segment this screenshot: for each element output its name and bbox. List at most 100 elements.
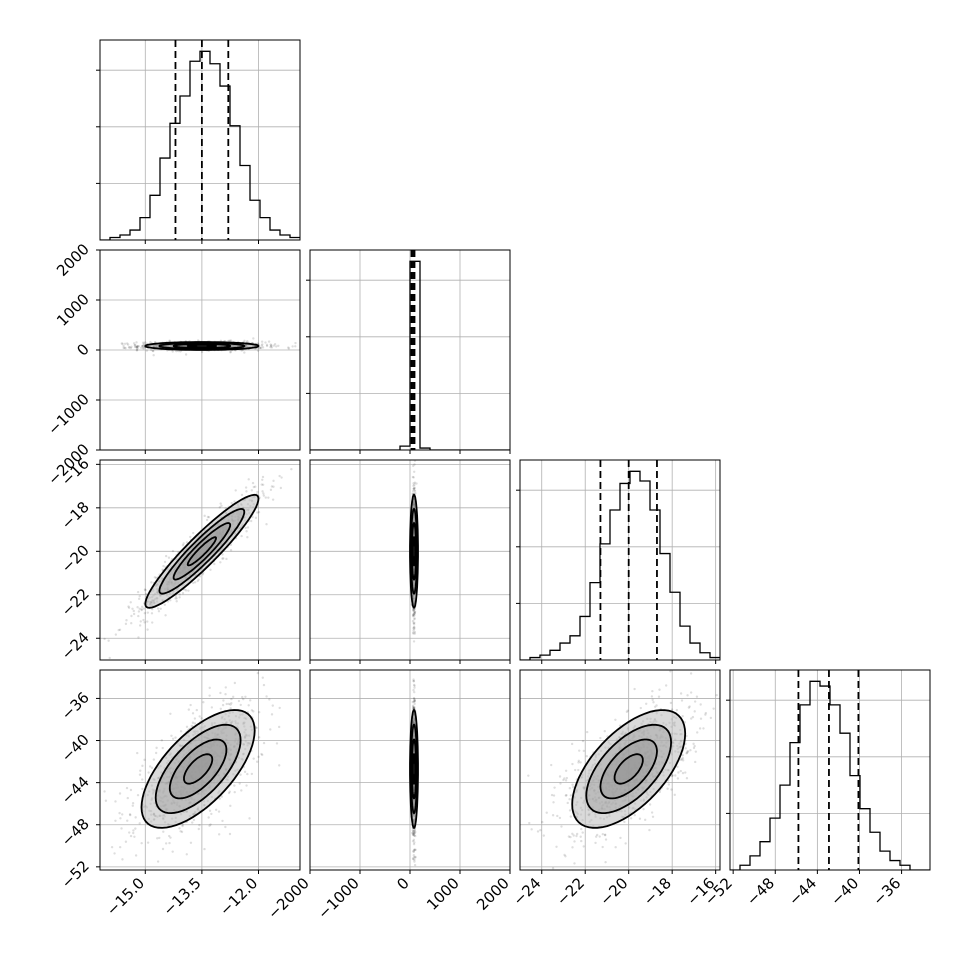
scatter-point: [693, 700, 697, 703]
scatter-point: [153, 340, 157, 344]
scatter-point: [269, 345, 272, 349]
scatter-point: [243, 770, 247, 774]
scatter-point: [230, 501, 233, 505]
scatter-point: [201, 573, 205, 576]
scatter-point: [126, 819, 129, 822]
scatter-point: [178, 593, 181, 596]
scatter-point: [214, 808, 218, 812]
scatter-point: [677, 771, 680, 774]
scatter-point: [233, 784, 236, 787]
scatter-point: [240, 534, 243, 538]
scatter-point: [269, 344, 273, 348]
scatter-point: [412, 706, 415, 710]
scatter-point: [573, 862, 576, 865]
scatter-point: [136, 605, 139, 609]
scatter-point: [239, 773, 242, 776]
scatter-point: [221, 557, 224, 560]
scatter-point: [412, 612, 416, 615]
scatter-point: [167, 834, 171, 838]
contour-line: [168, 738, 228, 800]
scatter-point: [246, 536, 249, 539]
scatter-point: [121, 858, 124, 861]
scatter-point: [197, 827, 201, 831]
scatter-point: [140, 608, 143, 612]
scatter-point: [412, 850, 416, 854]
scatter-point: [228, 790, 231, 793]
scatter-point: [144, 592, 148, 596]
scatter-point: [689, 717, 693, 720]
scatter-point: [202, 700, 205, 704]
scatter-point: [161, 847, 165, 851]
scatter-point: [140, 346, 143, 350]
scatter-point: [136, 751, 139, 755]
scatter-point: [413, 470, 416, 473]
scatter-point: [132, 829, 135, 832]
scatter-point: [260, 340, 264, 343]
scatter-point: [413, 833, 416, 837]
scatter-point: [413, 618, 416, 621]
scatter-point: [140, 608, 143, 611]
scatter-point: [222, 699, 225, 702]
scatter-point: [234, 489, 237, 492]
scatter-point: [413, 699, 416, 703]
contour-line: [172, 343, 232, 349]
scatter-point: [168, 841, 171, 845]
scatter-point: [162, 830, 165, 833]
pair-panel-p2-p3: [309, 459, 511, 664]
pair-panel-p3-p4: −24 −22 −20 −18 −16: [509, 669, 721, 909]
scatter-point: [131, 804, 134, 807]
scatter-point: [137, 636, 140, 639]
scatter-point: [412, 854, 416, 857]
scatter-point: [150, 766, 154, 770]
scatter-point: [228, 339, 231, 342]
scatter-point: [260, 344, 263, 347]
scatter-point: [413, 612, 416, 615]
scatter-point: [258, 710, 261, 714]
scatter-point: [233, 790, 236, 794]
scatter-point: [251, 515, 254, 519]
x-tick-label: −15.0: [103, 874, 148, 919]
x-tick-label: 2000: [473, 874, 513, 914]
scatter-point: [198, 823, 201, 827]
scatter-point: [174, 595, 178, 598]
scatter-point: [275, 345, 278, 348]
scatter-point: [231, 695, 235, 699]
scatter-point: [179, 730, 183, 733]
scatter-point: [256, 490, 259, 494]
scatter-point: [252, 757, 255, 760]
scatter-point: [163, 603, 167, 606]
scatter-point: [695, 695, 699, 698]
scatter-point: [244, 526, 247, 530]
scatter-point: [168, 339, 171, 342]
scatter-point: [579, 761, 582, 764]
scatter-point: [229, 339, 233, 342]
scatter-point: [178, 596, 181, 599]
scatter-point: [413, 828, 416, 832]
scatter-point: [412, 476, 415, 479]
scatter-point: [191, 721, 195, 724]
scatter-point: [126, 343, 130, 346]
scatter-point: [412, 688, 415, 692]
scatter-point: [578, 749, 581, 752]
scatter-point: [171, 737, 175, 740]
scatter-point: [155, 746, 158, 750]
scatter-point: [412, 706, 415, 710]
contour-line: [411, 738, 417, 800]
scatter-point: [252, 710, 255, 713]
scatter-point: [255, 726, 258, 730]
scatter-point: [141, 764, 144, 768]
contour-line: [144, 493, 260, 609]
scatter-point: [213, 562, 216, 566]
scatter-point: [157, 610, 161, 613]
scatter-point: [242, 697, 245, 701]
scatter-point: [410, 831, 414, 835]
scatter-point: [413, 483, 416, 487]
scatter-point: [412, 464, 415, 468]
scatter-point: [142, 347, 145, 350]
scatter-point: [209, 823, 212, 826]
scatter-point: [140, 605, 144, 609]
scatter-point: [138, 773, 142, 776]
scatter-point: [686, 750, 690, 753]
scatter-point: [158, 836, 161, 840]
scatter-point: [114, 800, 117, 803]
